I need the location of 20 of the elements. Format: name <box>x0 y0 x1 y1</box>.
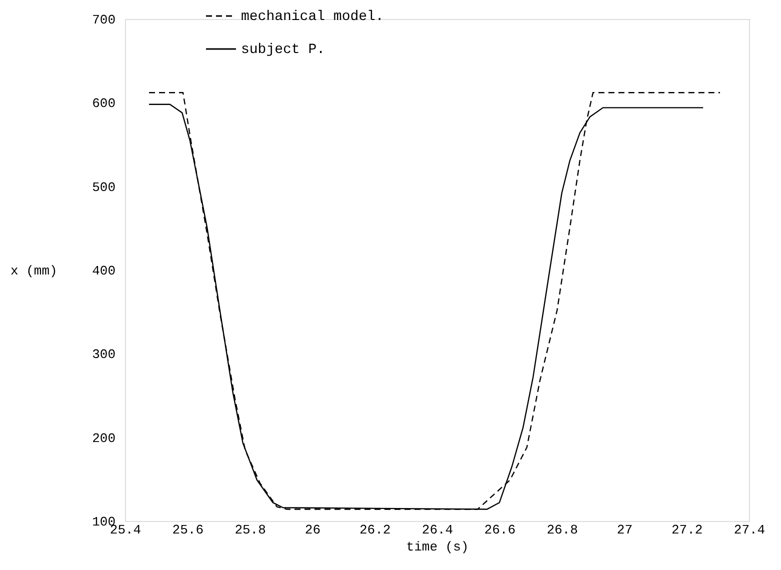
x-tick-label: 25.6 <box>172 522 204 538</box>
y-tick-label: 200 <box>92 430 116 446</box>
y-tick-label: 600 <box>92 96 116 112</box>
x-tick-label: 26.2 <box>359 522 391 538</box>
y-tick-label: 400 <box>92 264 116 278</box>
x-tick-label: 26.4 <box>422 522 454 538</box>
x-axis-title: time (s) <box>406 540 469 554</box>
x-tick-label: 25.8 <box>234 522 266 538</box>
x-tick-label: 27.4 <box>734 522 766 538</box>
x-tick-label: 27 <box>616 522 633 538</box>
y-tick-label: 300 <box>92 347 116 362</box>
legend-label: subject P. <box>241 42 326 58</box>
legend-label: mechanical model. <box>241 9 384 25</box>
y-axis-title: x (mm) <box>10 264 58 278</box>
y-tick-label: 700 <box>92 12 116 28</box>
y-tick-label: 500 <box>92 180 116 195</box>
x-tick-label: 27.2 <box>671 522 703 538</box>
x-tick-label: 26.6 <box>484 522 516 538</box>
x-tick-label: 26 <box>304 522 321 538</box>
x-tick-label: 26.8 <box>546 522 578 538</box>
